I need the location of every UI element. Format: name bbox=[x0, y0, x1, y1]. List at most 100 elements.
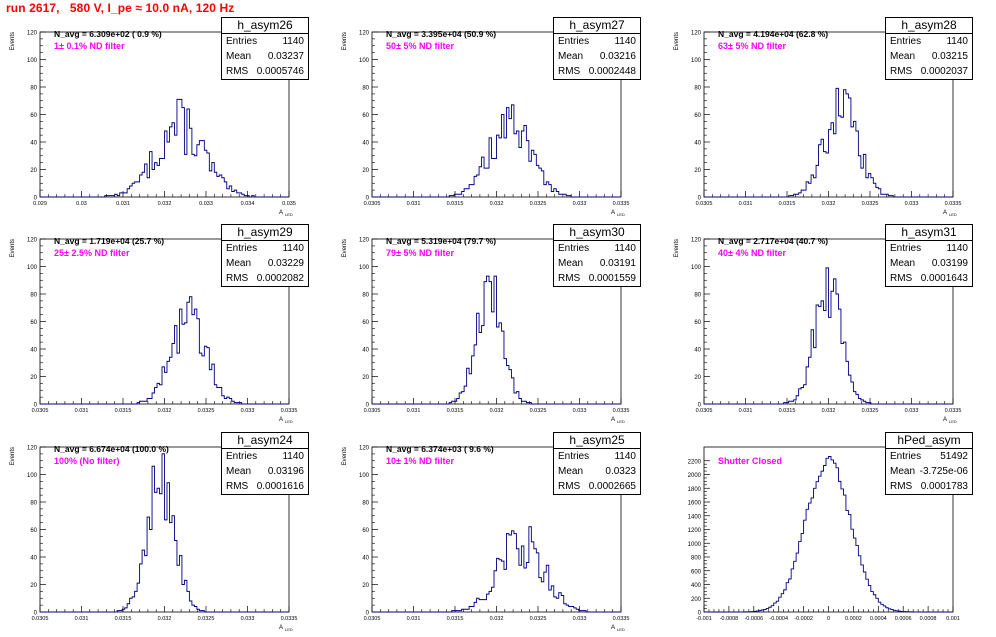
x-tick-label: 0.031 bbox=[116, 201, 130, 207]
stats-box: h_asym30 Entries 1140 Mean 0.03191 RMS 0.00015… bbox=[553, 224, 641, 287]
stats-row-entries: Entries 51492 bbox=[886, 449, 972, 464]
y-tick-label: 60 bbox=[30, 113, 37, 119]
x-tick-label: 0.031 bbox=[739, 201, 753, 207]
y-tick-label: 80 bbox=[362, 293, 369, 299]
y-tick-label: 40 bbox=[30, 348, 37, 354]
x-tick-label: 0 bbox=[827, 616, 830, 622]
histogram-plot: 0 20 40 60 80 100 120 0.029 0.03 0.031 0.032 0.033 0… bbox=[10, 31, 296, 218]
n-avg-label: N_avg = 6.309e+02 ( 0.9 %) bbox=[54, 29, 162, 39]
y-axis-title: Events bbox=[674, 32, 680, 50]
x-tick-label: 0.0006 bbox=[895, 616, 912, 622]
y-tick-label: 100 bbox=[359, 473, 370, 479]
filter-label: 10± 1% ND filter bbox=[386, 456, 454, 466]
stats-row-mean: Mean 0.03216 bbox=[554, 49, 640, 64]
histogram-name: h_asym27 bbox=[554, 18, 640, 34]
stats-label-entries: Entries bbox=[226, 451, 258, 462]
histogram-plot: 0 20 40 60 80 100 120 0.0305 0.031 0.0315 0.032 0.0… bbox=[342, 31, 629, 218]
y-tick-label: 20 bbox=[30, 375, 37, 381]
stats-row-rms: RMS 0.0001643 bbox=[886, 271, 972, 286]
x-axis-title-subscript: LED bbox=[285, 419, 293, 424]
stats-value-mean: 0.03215 bbox=[931, 51, 968, 62]
y-tick-label: 20 bbox=[694, 375, 701, 381]
x-tick-label: 0.0305 bbox=[364, 616, 381, 622]
y-tick-label: 60 bbox=[362, 113, 369, 119]
y-tick-label: 60 bbox=[362, 528, 369, 534]
stats-label-rms: RMS bbox=[226, 481, 249, 492]
histogram-line bbox=[40, 453, 289, 613]
filter-label: 25± 2.5% ND filter bbox=[54, 248, 130, 258]
y-tick-label: 2200 bbox=[688, 459, 702, 465]
stats-value-entries: 51492 bbox=[940, 451, 968, 462]
histogram-plot: 0 20 40 60 80 100 120 0.0305 0.031 0.0315 0.032 0.0… bbox=[674, 31, 961, 218]
y-tick-label: 60 bbox=[694, 113, 701, 119]
x-tick-label: 0.032 bbox=[158, 616, 172, 622]
y-axis-title: Events bbox=[342, 32, 348, 50]
n-avg-label: N_avg = 6.674e+04 (100.0 %) bbox=[54, 444, 169, 454]
x-tick-label: 0.0325 bbox=[198, 408, 215, 414]
stats-value-entries: 1140 bbox=[282, 36, 304, 47]
y-tick-label: 0 bbox=[698, 611, 702, 617]
x-tick-label: 0.029 bbox=[33, 201, 47, 207]
stats-value-rms: 0.0001643 bbox=[920, 273, 968, 284]
x-axis-title: A bbox=[611, 625, 615, 631]
x-tick-label: 0.032 bbox=[158, 408, 172, 414]
x-tick-label: 0.032 bbox=[822, 408, 836, 414]
stats-row-rms: RMS 0.0002037 bbox=[886, 64, 972, 79]
x-tick-label: 0.0335 bbox=[281, 408, 298, 414]
y-tick-label: 20 bbox=[362, 375, 369, 381]
stats-row-rms: RMS 0.0002665 bbox=[554, 479, 640, 494]
x-axis-title-subscript: LED bbox=[285, 212, 293, 217]
stats-label-entries: Entries bbox=[890, 451, 922, 462]
stats-value-mean: 0.03237 bbox=[267, 51, 304, 62]
y-tick-label: 80 bbox=[30, 293, 37, 299]
x-tick-label: 0.0335 bbox=[281, 616, 298, 622]
y-tick-label: 200 bbox=[691, 597, 702, 603]
histogram-line bbox=[372, 104, 621, 198]
x-tick-label: 0.033 bbox=[573, 408, 587, 414]
histogram-panel-h_asym29: 0 20 40 60 80 100 120 0.0305 0.031 0.0315 0.032 0.0… bbox=[0, 222, 332, 429]
y-tick-label: 40 bbox=[362, 348, 369, 354]
stats-value-rms: 0.0002448 bbox=[588, 66, 636, 77]
stats-value-entries: 1140 bbox=[614, 451, 636, 462]
y-tick-label: 1600 bbox=[688, 501, 702, 507]
histogram-plot: 0 20 40 60 80 100 120 0.0305 0.031 0.0315 0.032 0.0… bbox=[674, 238, 961, 425]
filter-label: 79± 5% ND filter bbox=[386, 248, 454, 258]
filter-label: 50± 5% ND filter bbox=[386, 41, 454, 51]
stats-label-mean: Mean bbox=[558, 51, 584, 62]
x-tick-label: 0.0315 bbox=[447, 201, 464, 207]
stats-label-entries: Entries bbox=[558, 36, 590, 47]
x-tick-label: -0.0006 bbox=[744, 616, 763, 622]
stats-value-rms: 0.0001559 bbox=[588, 273, 636, 284]
x-tick-label: 0.032 bbox=[822, 201, 836, 207]
y-tick-label: 80 bbox=[362, 86, 369, 92]
y-tick-label: 0 bbox=[366, 611, 370, 617]
stats-label-entries: Entries bbox=[558, 243, 590, 254]
x-tick-label: -0.0004 bbox=[769, 616, 788, 622]
filter-label: 1± 0.1% ND filter bbox=[54, 41, 125, 51]
y-tick-label: 100 bbox=[27, 265, 38, 271]
histogram-name: h_asym30 bbox=[554, 225, 640, 241]
histogram-plot: 0 200 400 600 800 1000 1200 1400 1600 1800 2000 220… bbox=[688, 446, 960, 622]
y-tick-label: 20 bbox=[362, 168, 369, 174]
stats-value-entries: 1140 bbox=[282, 451, 304, 462]
stats-box: h_asym28 Entries 1140 Mean 0.03215 RMS 0.00020… bbox=[885, 17, 973, 80]
x-tick-label: 0.03 bbox=[76, 201, 87, 207]
x-tick-label: 0.0325 bbox=[198, 616, 215, 622]
y-tick-label: 2000 bbox=[688, 473, 702, 479]
histogram-plot: 0 20 40 60 80 100 120 0.0305 0.031 0.0315 0.032 0.0… bbox=[10, 446, 298, 633]
y-tick-label: 600 bbox=[691, 569, 702, 575]
y-tick-label: 120 bbox=[27, 238, 38, 244]
y-tick-label: 80 bbox=[30, 501, 37, 507]
histogram-name: h_asym25 bbox=[554, 433, 640, 449]
x-tick-label: 0.0002 bbox=[845, 616, 862, 622]
y-tick-label: 20 bbox=[30, 583, 37, 589]
histogram-line bbox=[40, 98, 289, 198]
stats-row-entries: Entries 1140 bbox=[554, 449, 640, 464]
x-tick-label: 0.0305 bbox=[364, 408, 381, 414]
histogram-name: h_asym29 bbox=[222, 225, 308, 241]
y-tick-label: 60 bbox=[30, 528, 37, 534]
stats-value-entries: 1140 bbox=[282, 243, 304, 254]
stats-label-entries: Entries bbox=[890, 243, 922, 254]
y-tick-label: 100 bbox=[691, 265, 702, 271]
stats-row-entries: Entries 1140 bbox=[554, 241, 640, 256]
